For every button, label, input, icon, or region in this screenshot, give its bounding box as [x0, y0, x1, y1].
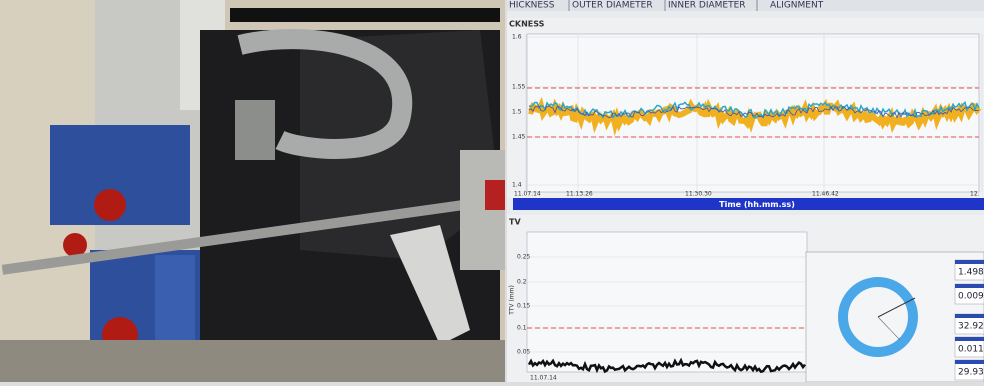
readout-value: 0.009	[958, 292, 984, 302]
readout-value: 1.498	[958, 268, 984, 278]
x-tick-label: 11.07.14	[514, 191, 541, 198]
tab: OUTER DIAMETER	[572, 1, 653, 11]
x-tick-label: 12.	[970, 191, 980, 198]
y-tick-label: 1.5	[512, 109, 522, 116]
x-tick-label: 11.46.42	[812, 191, 839, 198]
axis-label: Time (hh.mm.ss)	[719, 200, 795, 209]
tab: INNER DIAMETER	[668, 1, 746, 11]
chart-title: TV	[509, 218, 521, 227]
screenshot: HICKNESS OUTER DIAMETER INNER DIAMETER ALIG…	[0, 0, 984, 382]
readout-value: 29.933	[958, 368, 984, 378]
readout-value: 0.011	[958, 345, 984, 355]
y-tick-label: 1.4	[512, 182, 522, 189]
x-tick-label: 11.30.30	[685, 191, 712, 198]
x-tick-label: 11.07.14	[530, 375, 557, 382]
readout-header	[955, 284, 984, 288]
tab: ALIGNMENT	[770, 1, 824, 11]
readout-value: 32.926	[958, 322, 984, 332]
y-tick-label: 0.1	[517, 325, 527, 332]
x-tick-label: 11.13.26	[566, 191, 593, 198]
readout-header	[955, 260, 984, 264]
tab: HICKNESS	[509, 1, 555, 11]
y-tick-label: 1.6	[512, 34, 522, 41]
y-tick-label: 0.2	[517, 279, 527, 286]
machine-photo	[0, 0, 505, 382]
chart-title: CKNESS	[509, 20, 545, 29]
readout-header	[955, 314, 984, 318]
y-tick-label: 1.45	[512, 134, 526, 141]
y-tick-label: 1.55	[512, 84, 526, 91]
readout-header	[955, 337, 984, 341]
readout-header	[955, 360, 984, 364]
axis-label: TTV (mm)	[509, 285, 516, 316]
